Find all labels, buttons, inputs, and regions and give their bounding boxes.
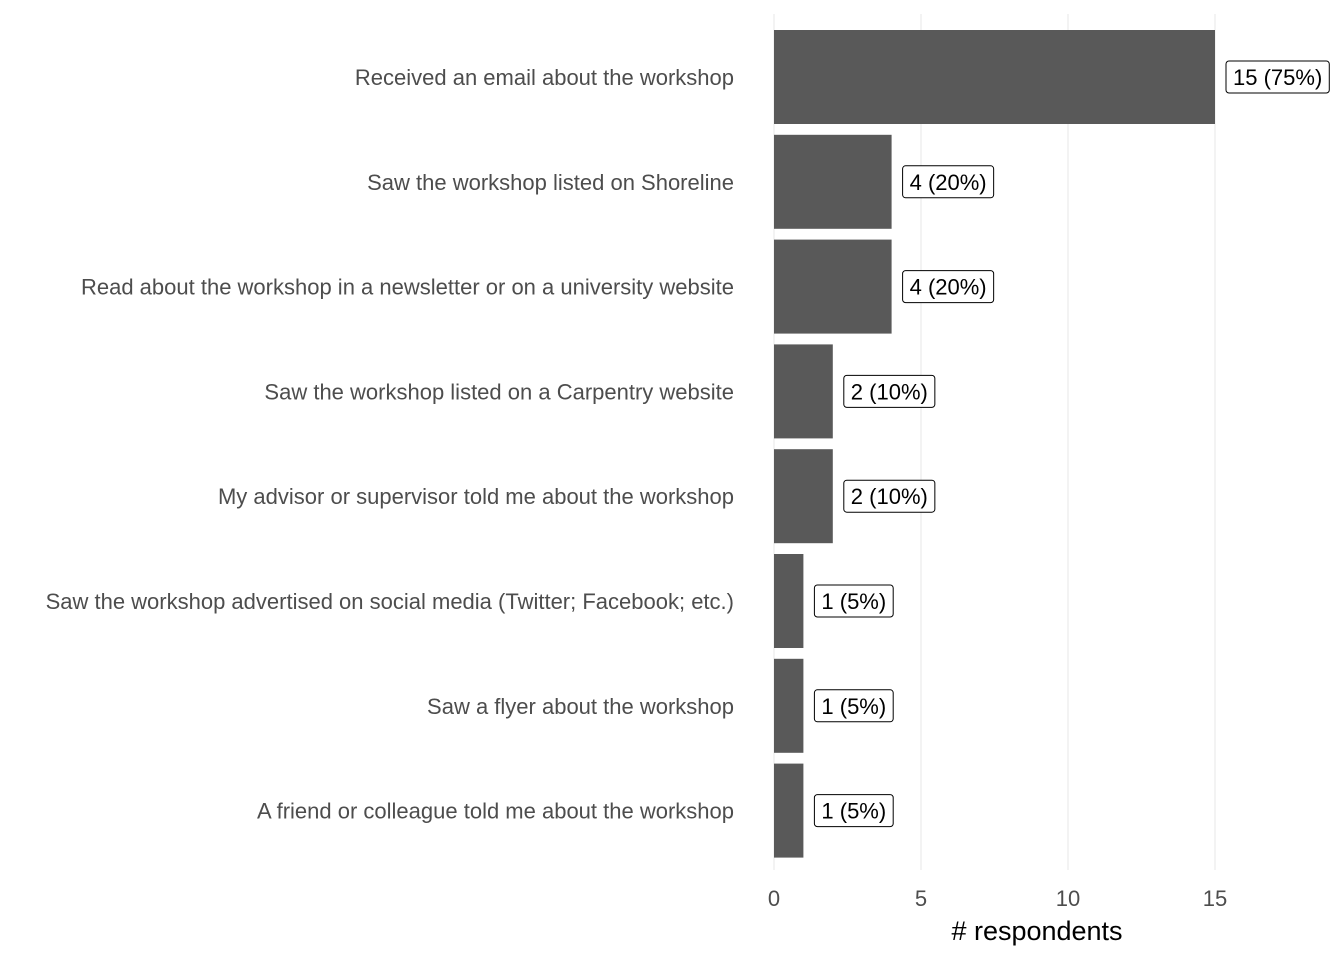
data-label-group: 2 (10%) [843, 479, 936, 513]
data-label: 15 (75%) [1233, 65, 1322, 90]
data-label-box [843, 479, 936, 513]
data-label: 1 (5%) [821, 694, 886, 719]
data-label-group: 2 (10%) [843, 374, 936, 408]
data-label-box [813, 689, 894, 723]
category-label: Received an email about the workshop [355, 65, 734, 90]
bar [774, 554, 804, 648]
data-label: 4 (20%) [910, 275, 987, 300]
data-label-box [843, 374, 936, 408]
x-tick-label: 5 [915, 886, 927, 911]
data-label-box [813, 584, 894, 618]
data-label-group: 4 (20%) [902, 270, 995, 304]
category-label: Read about the workshop in a newsletter … [81, 275, 734, 300]
category-label-layer: Received an email about the workshop Saw … [46, 65, 734, 824]
bar [774, 763, 804, 858]
category-label: Saw the workshop listed on Shoreline [367, 170, 734, 195]
data-label-layer: 15 (75%) 4 (20%) 4 (20%) 2 (10%) 2 (10%) 1 (5… [813, 60, 1330, 828]
category-label: Saw the workshop listed on a Carpentry w… [264, 379, 734, 404]
bar [774, 134, 892, 229]
data-label: 4 (20%) [910, 170, 987, 195]
data-label-box [902, 270, 995, 304]
category-label: Saw a flyer about the workshop [427, 694, 734, 719]
data-label-group: 1 (5%) [813, 794, 894, 828]
x-tick-layer: 0 5 10 15 [768, 886, 1227, 911]
x-tick-label: 10 [1056, 886, 1080, 911]
bar [774, 30, 1215, 124]
bar [774, 344, 833, 439]
data-label: 1 (5%) [821, 799, 886, 824]
data-label-box [813, 794, 894, 828]
x-axis-title: # respondents [951, 916, 1122, 946]
category-label: Saw the workshop advertised on social me… [46, 589, 734, 614]
bar [774, 658, 804, 753]
x-tick-label: 15 [1203, 886, 1227, 911]
category-label: A friend or colleague told me about the … [257, 799, 734, 824]
data-label-box [902, 165, 995, 199]
bar-layer [774, 30, 1215, 858]
data-label-group: 1 (5%) [813, 689, 894, 723]
data-label-group: 1 (5%) [813, 584, 894, 618]
data-label-group: 15 (75%) [1225, 60, 1330, 94]
data-label-group: 4 (20%) [902, 165, 995, 199]
x-tick-label: 0 [768, 886, 780, 911]
bar [774, 239, 892, 334]
data-label: 2 (10%) [851, 379, 928, 404]
data-label-box [1225, 60, 1330, 94]
data-label: 2 (10%) [851, 484, 928, 509]
category-label: My advisor or supervisor told me about t… [218, 484, 734, 509]
bar [774, 449, 833, 544]
data-label: 1 (5%) [821, 589, 886, 614]
